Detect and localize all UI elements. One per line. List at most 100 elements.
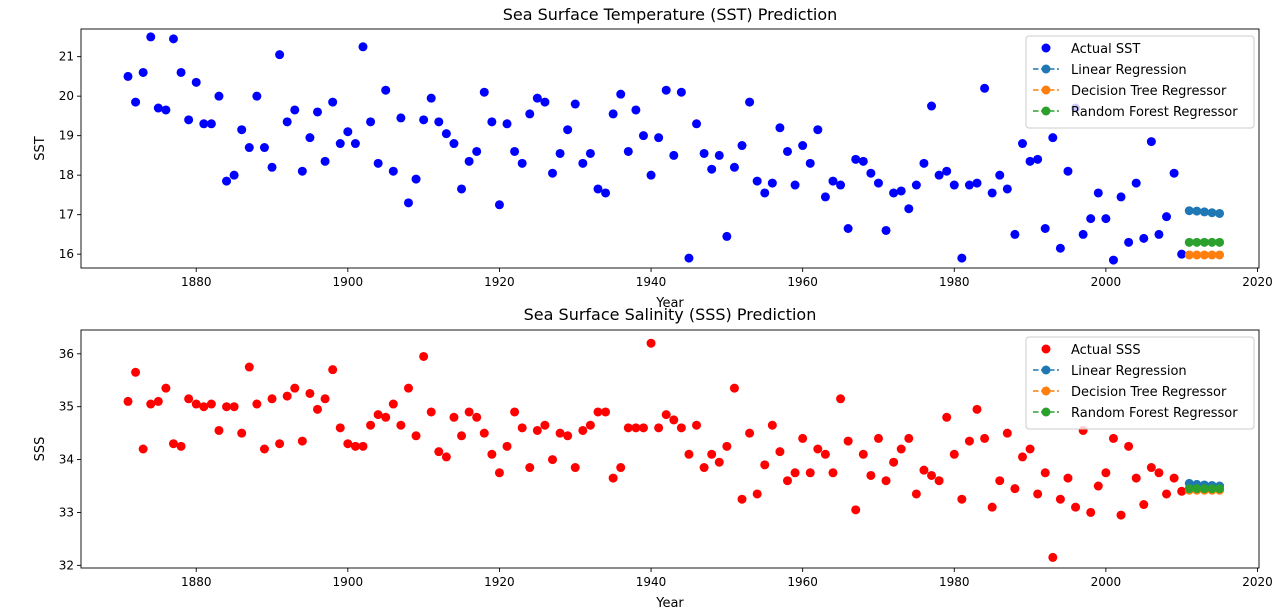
data-point [1124, 237, 1134, 247]
x-tick-label: 1880 [181, 575, 212, 589]
data-point [1184, 237, 1194, 247]
data-point [646, 170, 656, 180]
data-point [191, 77, 201, 87]
x-tick-label: 1920 [484, 275, 515, 289]
data-point [767, 178, 777, 188]
data-point [1025, 156, 1035, 166]
data-point [1199, 484, 1209, 494]
data-point [426, 407, 436, 417]
data-point [366, 117, 376, 127]
data-point [1048, 552, 1058, 562]
data-point [252, 399, 262, 409]
data-point [782, 476, 792, 486]
x-tick-label: 1900 [333, 575, 364, 589]
data-point [290, 383, 300, 393]
data-point [1116, 510, 1126, 520]
data-point [775, 123, 785, 133]
data-point [919, 158, 929, 168]
legend-marker [1041, 386, 1051, 396]
data-point [1199, 207, 1209, 217]
data-point [563, 125, 573, 135]
data-point [335, 423, 345, 433]
y-tick-label: 20 [59, 89, 74, 103]
data-point [1108, 255, 1118, 265]
chart-title: Sea Surface Salinity (SSS) Prediction [524, 305, 817, 324]
data-point [275, 50, 285, 60]
data-point [373, 158, 383, 168]
data-point [934, 476, 944, 486]
data-point [222, 176, 232, 186]
data-point [267, 394, 277, 404]
data-point [199, 119, 209, 129]
data-point [972, 404, 982, 414]
data-point [980, 83, 990, 93]
data-point [1139, 233, 1149, 243]
data-point [1108, 433, 1118, 443]
data-point [570, 463, 580, 473]
data-point [699, 463, 709, 473]
data-point [517, 158, 527, 168]
plot-area-frame [80, 329, 1260, 569]
data-point [638, 131, 648, 141]
data-point [472, 146, 482, 156]
data-point [1207, 208, 1217, 218]
data-point [1010, 229, 1020, 239]
data-point [313, 107, 323, 117]
data-point [601, 188, 611, 198]
data-point [457, 184, 467, 194]
data-point [1010, 484, 1020, 494]
x-tick-label: 1960 [787, 275, 818, 289]
data-point [396, 420, 406, 430]
data-point [957, 494, 967, 504]
data-point [320, 156, 330, 166]
data-point [1063, 473, 1073, 483]
legend-item-actual-sst: Actual SST [1041, 42, 1140, 57]
data-point [745, 97, 755, 107]
legend-label: Decision Tree Regressor [1071, 385, 1227, 400]
data-point [828, 176, 838, 186]
data-point [441, 452, 451, 462]
x-tick-label: 1920 [484, 575, 515, 589]
data-point [131, 97, 141, 107]
data-point [396, 113, 406, 123]
data-point [752, 176, 762, 186]
legend: Actual SST Linear Regression Decision Tree… [1025, 35, 1255, 129]
series-decision-tree-regressor [1184, 250, 1225, 260]
data-point [1154, 229, 1164, 239]
data-point [1192, 484, 1202, 494]
data-point [722, 231, 732, 241]
data-point [297, 166, 307, 176]
data-point [388, 399, 398, 409]
data-point [449, 412, 459, 422]
data-point [578, 425, 588, 435]
data-point [222, 402, 232, 412]
data-point [1215, 250, 1225, 260]
data-point [707, 449, 717, 459]
data-point [646, 338, 656, 348]
data-point [146, 32, 156, 42]
data-point [866, 470, 876, 480]
data-point [282, 391, 292, 401]
data-point [1169, 168, 1179, 178]
x-tick-label: 1980 [939, 275, 970, 289]
data-point [161, 383, 171, 393]
y-tick-label: 34 [59, 453, 74, 467]
data-point [608, 473, 618, 483]
data-point [820, 192, 830, 202]
data-point [358, 42, 368, 52]
data-point [1048, 133, 1058, 143]
y-axis-label: SST [33, 136, 48, 161]
data-point [760, 188, 770, 198]
y-tick-label: 16 [59, 247, 74, 261]
data-point [297, 436, 307, 446]
legend-marker [1041, 106, 1051, 116]
data-point [1207, 484, 1217, 494]
data-point [927, 101, 937, 111]
data-point [1040, 223, 1050, 233]
data-point [548, 455, 558, 465]
data-point [1002, 428, 1012, 438]
data-point [350, 441, 360, 451]
data-point [661, 410, 671, 420]
data-point [1033, 489, 1043, 499]
data-point [184, 394, 194, 404]
